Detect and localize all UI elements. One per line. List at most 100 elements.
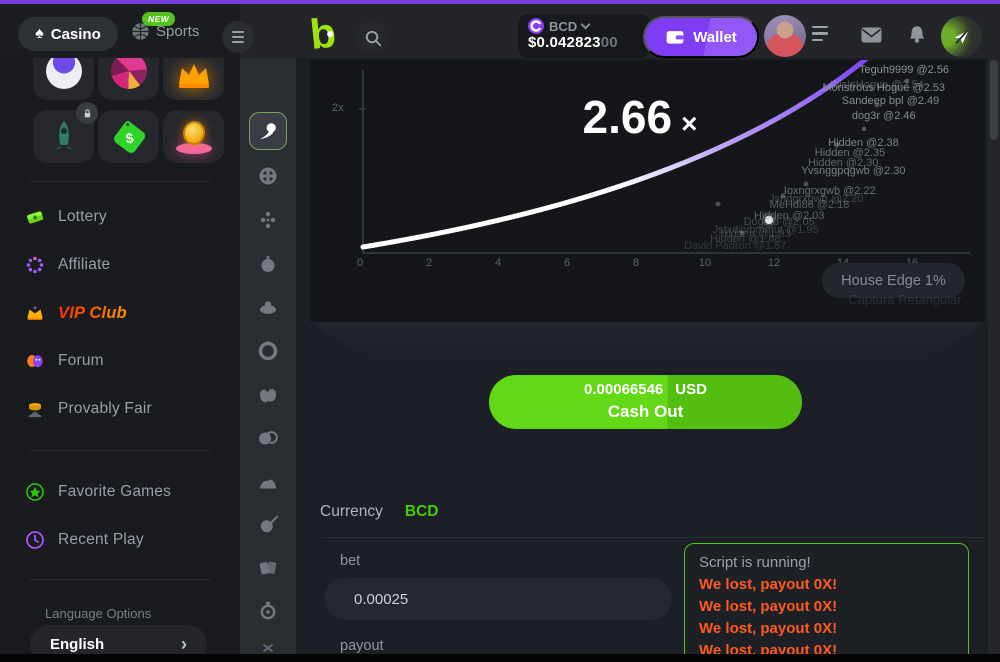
cashout-player-label: Hidden @2.03 bbox=[754, 209, 825, 222]
vip-crown-icon bbox=[27, 306, 43, 320]
avatar[interactable] bbox=[764, 15, 806, 57]
currency-label: Currency bbox=[320, 503, 383, 520]
divider bbox=[322, 537, 985, 538]
sidebar-item-label: Affiliate bbox=[58, 256, 111, 273]
sidebar-item-affiliate[interactable]: Affiliate bbox=[0, 241, 240, 289]
cashout-player-label: thisIsHogue @2.54 bbox=[830, 78, 924, 91]
notifications-button[interactable] bbox=[905, 23, 929, 52]
casino-tab[interactable]: ♠ Casino bbox=[18, 17, 118, 51]
y-axis-tick: 2x bbox=[332, 102, 344, 114]
language-selector[interactable]: English › bbox=[30, 625, 207, 655]
wallet-button[interactable]: Wallet bbox=[643, 16, 759, 58]
cashout-dot bbox=[780, 193, 785, 199]
x-axis-tick: 10 bbox=[698, 257, 712, 269]
mail-icon bbox=[861, 27, 882, 43]
cashout-dot bbox=[861, 126, 866, 132]
ball-tile-icon bbox=[45, 58, 82, 89]
currency-value[interactable]: BCD bbox=[404, 503, 439, 520]
cashout-player-label: Jstxdcvbmmut @1.95 bbox=[712, 224, 819, 237]
script-log-line: We lost, payout 0X! bbox=[699, 620, 838, 637]
cashout-player-label: Jsndgrxgwb @2.20 bbox=[769, 192, 864, 205]
rail-item-roulette[interactable] bbox=[256, 295, 280, 319]
cashout-player-label: Yvsnggpqgwb @2.30 bbox=[801, 165, 906, 178]
script-status: Script is running! bbox=[699, 554, 811, 571]
coin-pedestal-icon bbox=[174, 117, 214, 157]
fast-parity-icon bbox=[260, 515, 278, 533]
tile-crown-game[interactable] bbox=[163, 58, 224, 100]
cashout-player-label: Ioxngrxgwb @2.22 bbox=[783, 185, 876, 197]
rail-item-mines[interactable] bbox=[256, 252, 280, 276]
x-axis-tick: 4 bbox=[494, 257, 502, 269]
mail-button[interactable] bbox=[859, 23, 884, 52]
wallet-label: Wallet bbox=[693, 28, 737, 46]
script-log-line: We lost, payout 0X! bbox=[699, 576, 838, 593]
wheel-tile-icon bbox=[110, 58, 147, 89]
cashout-player-label: Hidden @2.38 bbox=[828, 136, 899, 149]
rail-item-keno[interactable] bbox=[256, 470, 280, 494]
cash-out-amount: 0.00066546 USD bbox=[584, 381, 707, 399]
currency-code: BCD bbox=[549, 18, 578, 34]
sidebar-item-recent-play[interactable]: Recent Play bbox=[0, 516, 240, 564]
tile-wheel-game[interactable] bbox=[98, 58, 159, 100]
bell-icon bbox=[909, 26, 925, 43]
chat-toggle-button[interactable] bbox=[941, 16, 982, 57]
provably-fair-coins-icon bbox=[28, 403, 42, 418]
cashout-dot bbox=[874, 102, 880, 108]
x-axis-tick: 6 bbox=[563, 257, 571, 269]
sports-tab[interactable]: Sports bbox=[130, 21, 199, 42]
rail-item-classic-dice[interactable] bbox=[256, 164, 280, 188]
search-icon bbox=[365, 30, 381, 46]
mines-icon bbox=[261, 256, 275, 272]
chevron-right-icon: › bbox=[181, 633, 187, 654]
rail-item-limbo-timer[interactable] bbox=[256, 598, 280, 622]
rail-item-fast-parity[interactable] bbox=[256, 513, 280, 537]
sidebar-item-label: Recent Play bbox=[58, 531, 144, 548]
sidebar-item-provably-fair[interactable]: Provably Fair bbox=[0, 385, 240, 433]
x-axis-tick: 0 bbox=[356, 257, 364, 269]
top-accent-strip bbox=[0, 0, 1000, 4]
rail-item-coin-flip[interactable] bbox=[256, 426, 280, 450]
sidebar-item-favorite-games[interactable]: Favorite Games bbox=[0, 468, 240, 516]
bet-amount-input[interactable] bbox=[324, 578, 672, 620]
cashout-player-label: Dogeto @2.05 bbox=[743, 216, 815, 229]
rail-item-video-poker[interactable] bbox=[256, 556, 280, 580]
sidebar-item-vip-club[interactable]: VIP Club bbox=[0, 289, 240, 337]
roulette-icon bbox=[260, 301, 276, 314]
tile-rocket-locked[interactable] bbox=[33, 102, 98, 163]
balance-currency-dropdown[interactable]: BCD $0.04282300 bbox=[518, 14, 650, 58]
promo-tiles: $ bbox=[33, 58, 225, 163]
x-axis-tick: 8 bbox=[632, 257, 640, 269]
hamburger-menu-button[interactable] bbox=[222, 21, 254, 53]
rail-item-spin-wheel[interactable] bbox=[256, 339, 280, 363]
tile-dollar-tag[interactable]: $ bbox=[98, 110, 159, 163]
cash-out-button[interactable]: 0.00066546 USD Cash Out bbox=[489, 375, 802, 429]
list-icon[interactable] bbox=[812, 26, 828, 42]
cashout-player-label: Hidden @2.35 bbox=[814, 147, 886, 159]
cashout-player-label: Teguh9999 @2.56 bbox=[858, 64, 950, 77]
tile-coin-bonus[interactable] bbox=[163, 110, 224, 163]
rail-item-plinko[interactable] bbox=[256, 208, 280, 232]
script-log-lines: We lost, payout 0X! We lost, payout 0X! We… bbox=[699, 574, 954, 661]
clock-icon bbox=[26, 531, 44, 549]
balance-amount: $0.04282300 bbox=[528, 34, 618, 51]
header: ♠ Casino NEW Sports b bbox=[0, 4, 1000, 58]
sidebar-item-forum[interactable]: Forum bbox=[0, 337, 240, 385]
rail-item-crash-comet-active[interactable] bbox=[249, 112, 287, 150]
chat-send-icon bbox=[954, 29, 969, 45]
sports-label: Sports bbox=[156, 23, 200, 40]
forum-bubbles-icon bbox=[27, 355, 43, 368]
crown-tile-icon bbox=[178, 64, 209, 88]
casino-label: Casino bbox=[50, 25, 101, 43]
sidebar-item-lottery[interactable]: Lottery bbox=[0, 193, 240, 241]
sidebar-item-label: VIP Club bbox=[58, 303, 127, 322]
script-log-line: We lost, payout 0X! bbox=[699, 598, 838, 615]
search-button[interactable] bbox=[356, 21, 388, 53]
tile-ball-game[interactable] bbox=[33, 58, 94, 100]
cashout-player-label: MeHdi86 @2.18 bbox=[769, 199, 850, 212]
scrollbar-thumb[interactable] bbox=[990, 60, 998, 140]
rail-item-twist[interactable] bbox=[256, 383, 280, 407]
rail-item-collapse[interactable] bbox=[256, 636, 280, 660]
chart-floor bbox=[310, 322, 985, 376]
spin-wheel-icon bbox=[258, 341, 278, 361]
logo-b-icon[interactable]: b bbox=[307, 8, 339, 58]
